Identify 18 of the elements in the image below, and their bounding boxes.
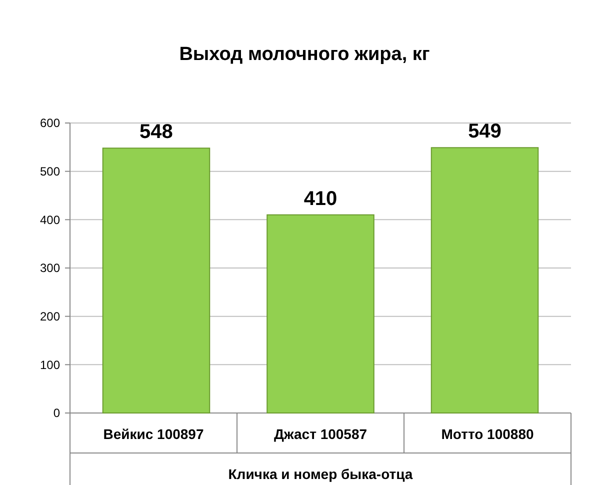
y-tick-label: 100 [40,358,60,372]
y-tick-label: 0 [53,406,60,420]
x-tick-label: Джаст 100587 [274,426,368,442]
x-tick-label: Мотто 100880 [441,426,534,442]
x-axis-title: Кличка и номер быка-отца [228,466,413,482]
bar [430,147,539,414]
y-tick-label: 200 [40,310,60,324]
y-tick-label: 600 [40,116,60,130]
data-label: 410 [304,188,338,210]
bar [266,214,374,414]
data-label: 549 [468,120,502,143]
bar [102,148,210,414]
y-tick-label: 300 [40,261,60,276]
data-label: 548 [140,121,173,144]
y-tick-label: 500 [40,164,60,179]
x-tick-label: Вейкис 100897 [103,426,204,442]
chart-title: Выход молочного жира, кг [179,44,430,65]
y-tick-label: 400 [40,212,60,227]
